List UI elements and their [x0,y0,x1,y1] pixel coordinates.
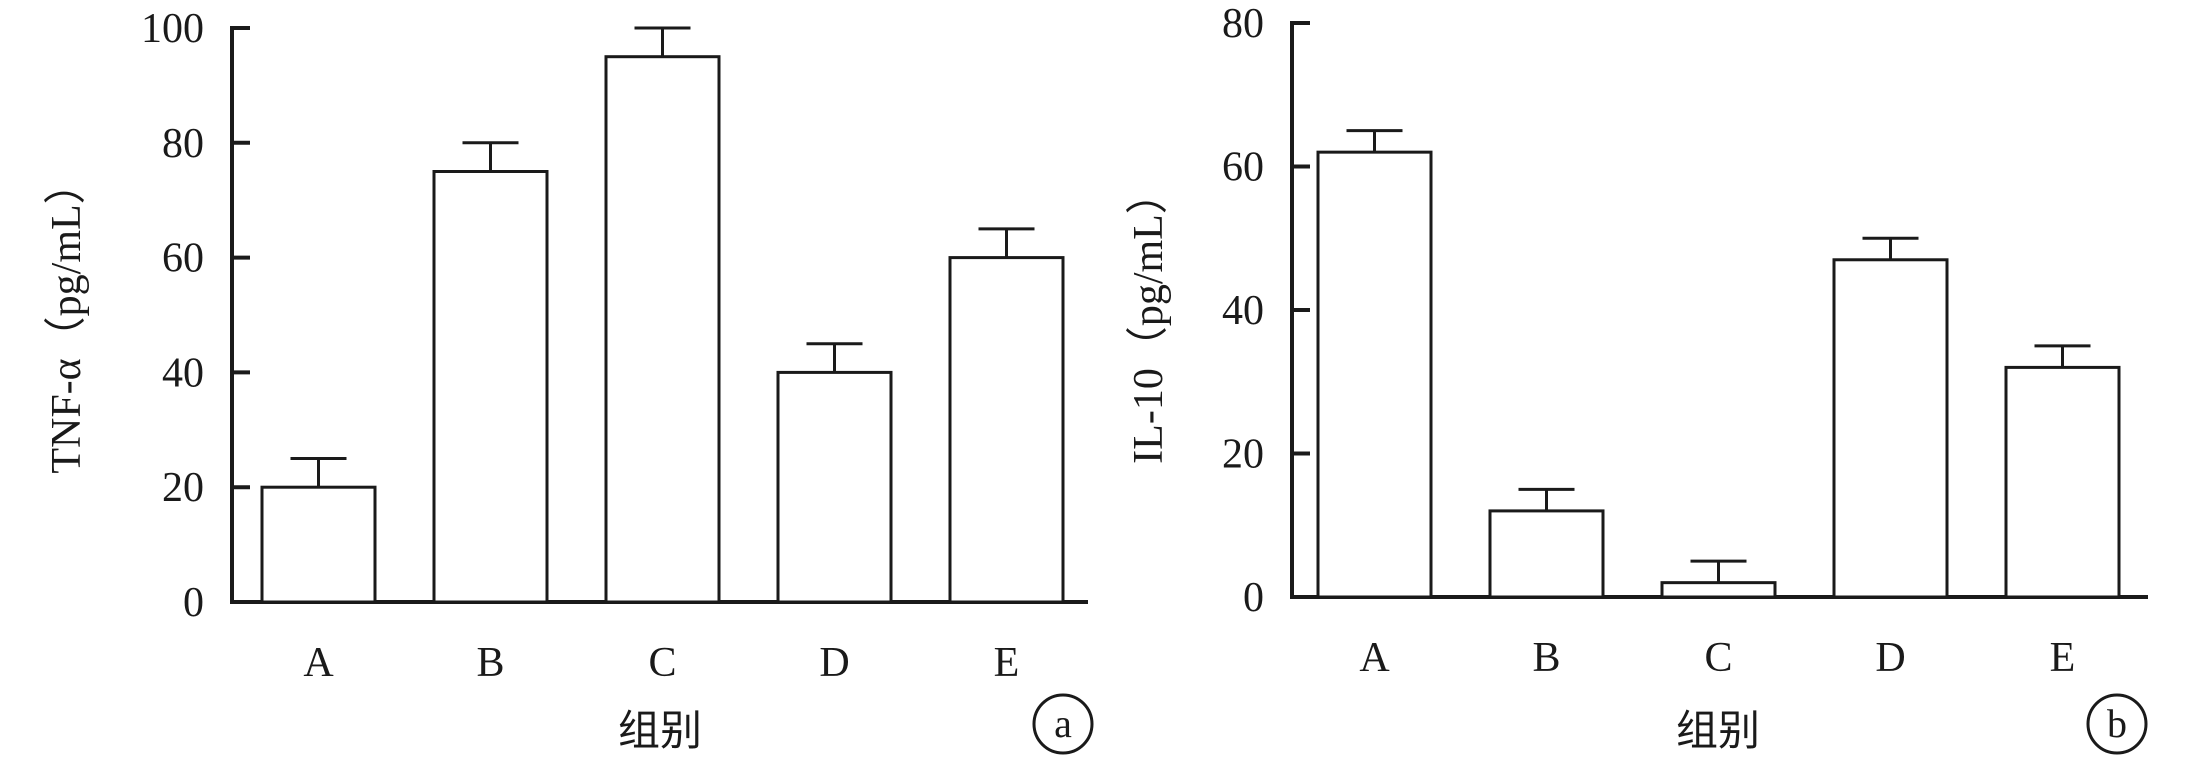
chart-il10: 0 20 40 60 80 A B C D E IL-10（pg/mL） 组别 b [1126,1,2148,755]
tnf-x-tick-label-C: C [648,640,676,686]
il10-bar-B [1488,509,1605,599]
il10-y-tick-label: 0 [1243,575,1264,621]
il10-y-tick-label: 80 [1222,1,1264,47]
tnf-y-axis-title: TNF-α（pg/mL） [44,162,90,473]
tnf-y-tick-label: 40 [162,350,204,396]
tnf-x-tick-label-B: B [476,640,504,686]
tnf-panel-label-circle [1032,693,1094,755]
il10-y-tick-label: 60 [1222,145,1264,191]
il10-x-tick-label-B: B [1532,635,1560,681]
tnf-bar-E [948,256,1065,604]
tnf-y-tick-label: 100 [141,6,204,52]
tnf-x-tick-label-D: D [819,640,849,686]
il10-x-tick-label-A: A [1359,635,1390,681]
il10-bar-E [2004,365,2121,599]
tnf-y-tick-label: 60 [162,236,204,282]
il10-x-axis-title: 组别 [1676,706,1760,755]
tnf-bar-B [432,170,549,604]
tnf-bar-A [260,485,377,604]
il10-bar-D [1832,258,1949,599]
il10-x-tick-label-E: E [2050,635,2076,681]
tnf-y-tick-label: 80 [162,121,204,167]
tnf-x-axis-title: 组别 [618,706,702,755]
il10-y-tick-label: 20 [1222,432,1264,478]
il10-x-tick-label-C: C [1704,635,1732,681]
tnf-bar-D [776,370,893,604]
chart-tnf-alpha: 0 20 40 60 80 100 A B C D E TNF-α（pg/mL） 组别 a [44,6,1094,755]
tnf-x-tick-label-E: E [994,640,1020,686]
tnf-x-tick-label-A: A [303,640,334,686]
il10-bar-C [1660,581,1777,599]
il10-panel-label: b [2107,701,2127,746]
tnf-panel-label: a [1054,701,1072,746]
il10-y-tick-label: 40 [1222,288,1264,334]
tnf-bar-C [604,55,721,604]
tnf-y-tick-label: 20 [162,465,204,511]
il10-y-axis-title: IL-10（pg/mL） [1126,172,1172,464]
il10-x-tick-label-D: D [1875,635,1905,681]
tnf-y-tick-label: 0 [183,580,204,626]
il10-bar-A [1316,150,1433,599]
il10-panel-label-circle [2086,693,2148,755]
